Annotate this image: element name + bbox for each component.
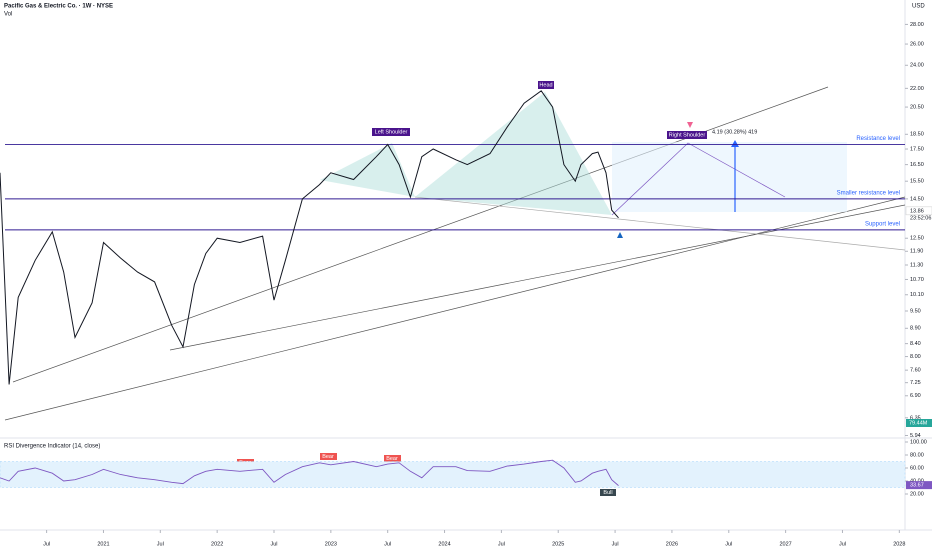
right-shoulder-path: [611, 142, 786, 216]
projection-box: [612, 142, 847, 212]
y-tick-label: 8.90: [910, 326, 921, 332]
annotation-box: [372, 128, 410, 136]
x-tick-label: Jul: [839, 541, 846, 547]
rsi-band: [0, 461, 906, 488]
last-price: 13.86: [910, 208, 924, 214]
signal-box: [384, 455, 401, 462]
signal: Bear: [386, 456, 398, 462]
rsi-title: RSI Divergence Indicator (14, close): [4, 444, 100, 450]
x-tick-label: 2022: [211, 541, 223, 547]
x-tick-label: Jul: [384, 541, 391, 547]
x-tick-label: 2025: [552, 541, 564, 547]
y-tick-label: 7.25: [910, 380, 921, 386]
x-tick-label: Jul: [270, 541, 277, 547]
up-arrow: [617, 232, 623, 238]
y-tick-label: 5.94: [910, 433, 921, 439]
down-arrow: [687, 122, 693, 128]
currency: USD: [912, 4, 925, 10]
rsi-tick-label: 100.00: [910, 439, 927, 445]
y-tick-label: 11.90: [910, 249, 923, 255]
price-line: [0, 90, 619, 385]
y-tick-label: 26.00: [910, 42, 924, 48]
annotation: Right Shoulder: [669, 132, 706, 138]
volume-value: 79.44M: [909, 420, 928, 426]
x-tick-label: 2021: [97, 541, 109, 547]
annotation: 4.19 (30.28%) 419: [712, 129, 757, 135]
y-tick-label: 8.40: [910, 341, 921, 347]
y-tick-label: 9.50: [910, 308, 921, 314]
y-tick-label: 12.50: [910, 236, 924, 242]
countdown: 23:52:06: [910, 215, 931, 221]
y-tick-label: 18.50: [910, 132, 924, 138]
y-tick-label: 15.50: [910, 179, 924, 185]
last-price-tag: [905, 206, 932, 216]
x-tick-label: Jul: [612, 541, 619, 547]
x-tick-label: Jul: [725, 541, 732, 547]
y-tick-label: 20.50: [910, 105, 924, 111]
rsi-tick-label: 60.00: [910, 465, 924, 471]
annotation: Left Shoulder: [375, 129, 408, 135]
y-tick-label: 22.00: [910, 86, 924, 92]
x-tick-label: 2024: [438, 541, 450, 547]
left-shoulder-shape: [320, 143, 415, 197]
signal: Bear: [322, 454, 334, 460]
signal-box: [320, 453, 337, 460]
level-label: Smaller resistance level: [837, 190, 900, 196]
volume-label: Vol: [4, 12, 12, 18]
y-tick-label: 10.70: [910, 277, 924, 283]
annotation-box: [538, 81, 554, 89]
y-tick-label: 6.35: [910, 415, 921, 421]
y-tick-label: 16.50: [910, 162, 924, 168]
rsi-tick-label: 80.00: [910, 452, 924, 458]
y-tick-label: 17.50: [910, 146, 924, 152]
x-tick-label: Jul: [157, 541, 164, 547]
y-tick-label: 11.30: [910, 262, 923, 268]
rsi-line: [0, 459, 619, 486]
x-tick-label: 2028: [893, 541, 905, 547]
annotation-box: [667, 131, 707, 139]
y-tick-label: 6.90: [910, 393, 921, 399]
y-tick-label: 10.10: [910, 292, 924, 298]
head-shape: [415, 92, 612, 215]
rsi-last: 33.67: [910, 483, 924, 489]
level-label: Support level: [865, 221, 900, 227]
y-tick-label: 24.00: [910, 63, 924, 69]
signal-box: [600, 489, 616, 496]
x-tick-label: 2023: [325, 541, 337, 547]
x-tick-label: 2026: [666, 541, 678, 547]
y-tick-label: 7.60: [910, 368, 921, 374]
y-tick-label: 28.00: [910, 22, 924, 28]
level-label: Resistance level: [856, 136, 900, 142]
annotation: Head: [539, 82, 552, 88]
chart-title: Pacific Gas & Electric Co. · 1W · NYSE: [4, 4, 113, 10]
arrow-head: [731, 140, 739, 147]
x-tick-label: 2027: [779, 541, 791, 547]
signal: Bull: [603, 490, 612, 496]
x-tick-label: Jul: [498, 541, 505, 547]
rsi-tick-label: 20.00: [910, 491, 924, 497]
y-tick-label: 14.50: [910, 196, 924, 202]
rsi-last-tag: [906, 481, 932, 490]
x-tick-label: Jul: [43, 541, 50, 547]
y-tick-label: 8.00: [910, 354, 921, 360]
volume-tag: [906, 419, 932, 427]
